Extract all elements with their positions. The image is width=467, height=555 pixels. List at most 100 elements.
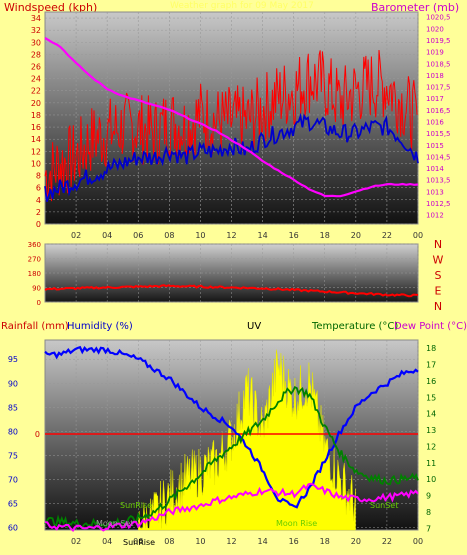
temperature-tick-label: 14 [426, 410, 436, 419]
uv-axis-title: UV [247, 321, 262, 332]
barometer-tick-label: 1015 [426, 142, 444, 150]
windspeed-tick-label: 2 [36, 208, 41, 217]
windspeed-axis-title: Windspeed (kph) [4, 1, 98, 14]
barometer-tick-label: 1014,5 [426, 153, 451, 161]
temperature-tick-label: 13 [426, 426, 436, 435]
direction-tick-label: 270 [28, 256, 41, 264]
barometer-tick-label: 1014 [426, 165, 444, 173]
hour-tick-label: 10 [195, 537, 205, 546]
average-wind-line [44, 112, 419, 202]
wind-direction-line [44, 284, 419, 298]
barometer-axis-title: Barometer (mb) [371, 1, 460, 14]
hour-tick-label: 08 [164, 231, 174, 240]
humidity-axis-title: Humidity (%) [67, 321, 133, 332]
barometer-tick-label: 1019,5 [426, 37, 451, 45]
hour-tick-label: 20 [351, 537, 361, 546]
temperature-tick-labels: 7 8 9 10 11 12 13 14 15 16 17 18 [426, 344, 436, 533]
humidity-tick-label: 80 [8, 427, 18, 436]
humidity-temperature-panel: 60 65 70 75 80 85 90 95 7 8 9 10 11 12 13 14 15 16 17 18 0… [8, 339, 436, 546]
windspeed-tick-label: 22 [31, 87, 41, 96]
hour-tick-label: 00 [413, 537, 423, 546]
humidity-tick-labels: 60 65 70 75 80 85 90 95 [8, 355, 18, 532]
panel-1-series [44, 37, 419, 202]
hour-tick-label: 06 [133, 537, 143, 546]
direction-letter: E [435, 285, 442, 298]
rain-tick-labels: 0 [35, 430, 40, 439]
humidity-line [44, 345, 419, 509]
sunset-label: SunSet [370, 501, 398, 510]
windspeed-tick-label: 16 [31, 123, 41, 132]
panel-1-hour-labels: 02 04 06 08 10 12 14 16 18 20 22 00 [71, 231, 423, 240]
temperature-tick-label: 8 [426, 508, 431, 517]
windspeed-tick-label: 24 [31, 75, 41, 84]
rainfall-axis-title: Rainfall (mm) [1, 321, 69, 332]
temperature-tick-label: 11 [426, 459, 436, 468]
temperature-tick-label: 10 [426, 475, 436, 484]
humidity-tick-label: 65 [8, 500, 18, 509]
windspeed-tick-label: 14 [31, 135, 41, 144]
sunrise-label: SunRise [120, 501, 152, 510]
hour-tick-label: 12 [226, 537, 236, 546]
barometer-tick-label: 1020,5 [426, 14, 451, 22]
windspeed-tick-label: 20 [31, 99, 41, 108]
windspeed-tick-label: 12 [31, 147, 41, 156]
hour-tick-label: 16 [289, 537, 299, 546]
panel-2-series [44, 284, 419, 298]
barometer-tick-label: 1015,5 [426, 130, 451, 138]
dewpoint-axis-title: Dew Point (°C) [394, 321, 467, 332]
rain-tick-label: 0 [35, 430, 40, 439]
hour-tick-label: 04 [102, 537, 112, 546]
hour-tick-label: 20 [351, 231, 361, 240]
barometer-tick-label: 1016 [426, 118, 444, 126]
windspeed-tick-label: 10 [31, 159, 41, 168]
hour-tick-label: 10 [195, 231, 205, 240]
direction-tick-label: 90 [32, 285, 41, 293]
temperature-tick-label: 12 [426, 442, 436, 451]
windspeed-tick-label: 0 [36, 220, 41, 229]
barometer-tick-labels: 1012 1012,5 1013 1013,5 1014 1014,5 1015 1015,5… [426, 14, 451, 220]
hour-tick-label: 08 [164, 537, 174, 546]
barometer-tick-label: 1017 [426, 95, 444, 103]
windspeed-tick-label: 4 [36, 196, 41, 205]
hour-tick-label: 12 [226, 231, 236, 240]
barometer-tick-label: 1012 [426, 212, 444, 220]
windspeed-tick-label: 32 [31, 26, 41, 35]
temperature-tick-label: 18 [426, 344, 436, 353]
barometer-tick-label: 1013,5 [426, 177, 451, 185]
barometer-tick-label: 1016,5 [426, 107, 451, 115]
humidity-tick-label: 75 [8, 451, 18, 460]
moonrise-label: Moon Rise [276, 519, 317, 528]
panel-2-grid [45, 243, 419, 303]
hour-tick-label: 14 [257, 231, 267, 240]
hour-tick-label: 02 [71, 537, 81, 546]
direction-letter: S [435, 269, 442, 282]
hour-tick-label: 18 [320, 537, 330, 546]
direction-tick-labels: 0 90 180 270 360 [28, 241, 41, 307]
hour-tick-label: 02 [71, 231, 81, 240]
barometer-tick-label: 1017,5 [426, 84, 451, 92]
windspeed-tick-label: 8 [36, 172, 41, 181]
dewpoint-line [44, 482, 419, 533]
moonset-label: Moon Set [96, 519, 133, 528]
hour-tick-label: 14 [257, 537, 267, 546]
panel-3-series [44, 345, 419, 533]
temperature-tick-label: 9 [426, 492, 431, 501]
direction-letter: N [434, 238, 442, 251]
temperature-tick-label: 15 [426, 393, 436, 402]
graph-title: Weather graph for 09 May 2017 [170, 1, 314, 11]
barometer-tick-label: 1013 [426, 188, 444, 196]
hour-tick-label: 00 [413, 231, 423, 240]
barometer-tick-label: 1020 [426, 25, 444, 33]
humidity-tick-label: 60 [8, 524, 18, 533]
temperature-axis-title: Temperature (°C) [312, 321, 399, 332]
direction-tick-label: 0 [37, 299, 41, 307]
hour-tick-label: 16 [289, 231, 299, 240]
hour-tick-label: 06 [133, 231, 143, 240]
barometer-line [44, 37, 419, 198]
humidity-tick-label: 85 [8, 403, 18, 412]
